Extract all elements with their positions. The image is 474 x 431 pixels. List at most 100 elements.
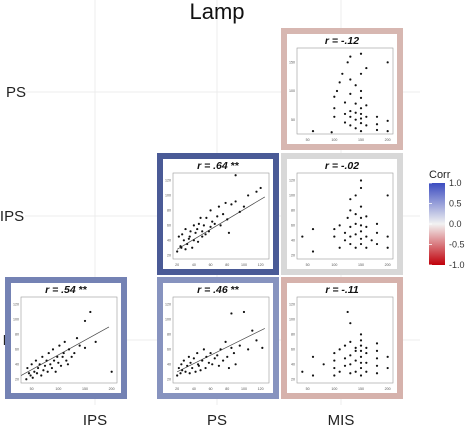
data-point [196,351,199,355]
data-point [375,349,379,352]
data-point [194,370,197,373]
data-point [386,355,389,358]
y-tick-label: 120 [165,303,171,307]
data-point [247,348,250,351]
data-point [359,117,363,120]
data-point [333,374,336,377]
data-point [322,363,325,366]
data-point [365,246,368,249]
data-point [46,370,49,373]
panel-correlation-label: r = .64 ** [197,160,240,172]
data-point [365,115,368,118]
data-point [386,366,389,370]
plot-area [172,296,270,384]
data-point [176,374,179,377]
y-tick-label: 120 [165,179,171,183]
data-point [42,369,45,372]
data-point [230,203,233,206]
data-point [365,235,368,238]
data-point [359,242,363,246]
data-point [226,355,229,358]
y-tick-label: 60 [291,348,295,352]
data-point [211,363,214,366]
data-point [205,216,208,219]
legend-title: Corr [429,169,451,181]
data-point [66,363,70,366]
data-point [359,96,363,99]
data-point [255,190,258,193]
data-point [73,351,76,355]
data-point [354,127,357,130]
data-point [354,246,357,249]
y-tick-label: 60 [291,224,295,228]
data-point [349,354,352,357]
data-point [375,123,379,126]
data-point [359,122,363,125]
data-point [375,115,379,118]
data-point [261,346,264,349]
data-point [359,112,363,116]
correlation-value: r = -.02 [325,160,359,172]
data-point [365,215,368,218]
data-point [359,374,363,377]
data-point [65,359,68,362]
data-point [333,235,336,238]
data-point [181,233,184,236]
panel-ips-ps: r = .64 ** 20 40 60 80 100 120 20 40 60 80 100 120 [157,153,279,275]
x-tick-label: 200 [385,263,391,267]
data-point [386,194,389,197]
panel-rs-ps: r = .46 ** 20 40 60 80 100 120 20 40 60 80 100 120 [157,277,279,399]
data-point [217,205,221,208]
data-point [78,344,81,347]
data-point [176,250,179,253]
data-point [311,130,315,133]
data-point [207,230,210,233]
data-point [75,337,79,340]
x-tick-label: 150 [358,387,364,391]
data-point [110,370,113,373]
data-point [365,346,368,349]
data-point [335,89,339,93]
panel-border [157,277,279,399]
data-point [359,355,363,358]
data-point [30,363,33,366]
data-point [89,310,92,314]
data-point [330,131,333,134]
data-point [354,194,357,197]
data-point [333,95,336,98]
data-point [365,104,368,107]
data-point [34,359,38,362]
data-point [349,55,352,58]
data-point [375,242,379,246]
data-point [38,363,41,366]
data-point [35,372,39,375]
data-point [386,61,389,64]
data-point [333,115,336,118]
data-point [354,222,357,225]
data-point [349,209,352,212]
data-point [234,174,237,177]
data-point [224,340,227,343]
data-point [333,366,336,370]
data-point [94,340,97,343]
data-point [224,201,227,205]
data-point [370,239,373,242]
data-point [354,359,357,362]
row-label-ps: PS [6,84,26,101]
legend-tick-label: 0.0 [449,219,462,229]
data-point [43,364,47,367]
y-tick-label: 80 [291,209,295,213]
legend-tick-label: 1.0 [449,178,462,188]
data-point [338,81,341,84]
data-point [359,72,363,75]
x-tick-label: 50 [306,387,310,391]
data-point [52,359,56,362]
data-point [338,224,341,227]
data-point [386,119,389,122]
data-point [54,370,57,373]
data-point [349,340,352,343]
data-point [359,107,363,110]
data-point [201,230,204,233]
data-point [230,346,233,349]
x-tick-label: 20 [175,263,179,267]
